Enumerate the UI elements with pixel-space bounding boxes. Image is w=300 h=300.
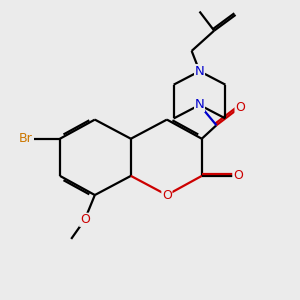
Text: Br: Br — [18, 132, 32, 145]
Text: N: N — [195, 65, 204, 78]
Text: O: O — [80, 213, 90, 226]
Text: O: O — [162, 188, 172, 202]
Text: O: O — [235, 101, 245, 114]
Text: N: N — [195, 98, 204, 112]
Text: O: O — [233, 169, 243, 182]
